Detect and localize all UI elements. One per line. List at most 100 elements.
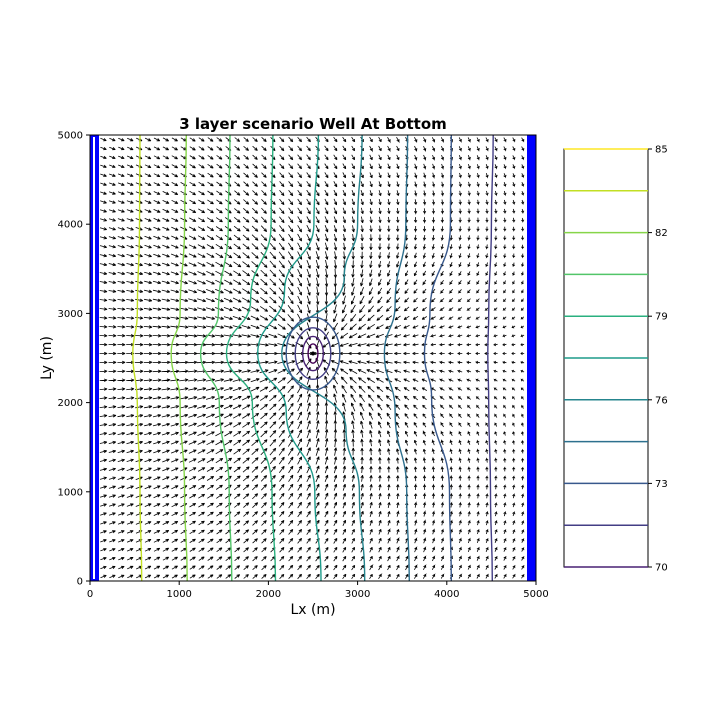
velocity-arrow <box>485 528 489 535</box>
velocity-arrow <box>144 244 152 249</box>
velocity-arrow <box>161 271 170 276</box>
velocity-arrow <box>512 475 516 481</box>
velocity-arrow <box>378 145 382 152</box>
velocity-arrow <box>333 172 338 179</box>
velocity-arrow <box>171 199 179 204</box>
velocity-arrow <box>306 304 311 314</box>
velocity-arrow <box>449 244 453 250</box>
velocity-arrow <box>438 369 445 373</box>
velocity-arrow <box>126 449 134 454</box>
velocity-arrow <box>485 564 489 570</box>
contour-line <box>423 134 452 582</box>
velocity-arrow <box>297 393 303 403</box>
velocity-arrow <box>458 555 463 561</box>
velocity-arrow <box>387 172 391 178</box>
velocity-arrow <box>387 502 391 508</box>
velocity-arrow <box>422 404 427 410</box>
velocity-arrow <box>188 289 198 294</box>
velocity-arrow <box>152 431 161 436</box>
velocity-arrow <box>360 520 364 526</box>
contour-line <box>281 134 366 582</box>
velocity-arrow <box>422 234 427 242</box>
velocity-arrow <box>342 233 346 242</box>
velocity-arrow <box>369 457 373 464</box>
velocity-arrow <box>99 351 108 356</box>
velocity-arrow <box>179 369 189 373</box>
velocity-arrow <box>250 334 260 338</box>
velocity-arrow <box>135 387 144 391</box>
velocity-arrow <box>171 173 179 178</box>
velocity-arrow <box>108 262 117 267</box>
velocity-arrow <box>126 387 135 391</box>
velocity-arrow <box>422 396 427 401</box>
velocity-arrow <box>241 343 251 347</box>
velocity-arrow <box>306 501 311 509</box>
velocity-arrow <box>143 343 153 347</box>
velocity-arrow <box>179 396 189 400</box>
velocity-arrow <box>431 137 436 144</box>
velocity-arrow <box>315 564 320 571</box>
velocity-arrow <box>485 510 489 517</box>
velocity-arrow <box>512 502 516 508</box>
velocity-arrow <box>431 190 436 197</box>
velocity-arrow <box>385 306 392 312</box>
velocity-arrow <box>109 182 116 186</box>
velocity-arrow <box>357 369 367 374</box>
velocity-arrow <box>143 316 153 320</box>
velocity-arrow <box>288 172 294 179</box>
velocity-arrow <box>387 145 391 153</box>
velocity-arrow <box>170 440 179 445</box>
velocity-arrow <box>376 394 383 402</box>
velocity-arrow <box>261 493 267 500</box>
velocity-arrow <box>306 429 311 439</box>
velocity-arrow <box>171 512 179 517</box>
velocity-arrow <box>502 289 507 294</box>
velocity-arrow <box>485 439 489 445</box>
velocity-arrow <box>197 325 207 329</box>
velocity-arrow <box>456 360 463 364</box>
velocity-arrow <box>387 181 391 187</box>
velocity-arrow <box>269 278 277 286</box>
velocity-arrow <box>521 404 524 409</box>
velocity-arrow <box>405 564 409 571</box>
velocity-arrow <box>360 411 364 421</box>
velocity-arrow <box>297 474 302 483</box>
velocity-arrow <box>431 510 436 517</box>
velocity-arrow <box>170 262 179 267</box>
velocity-arrow <box>233 243 241 250</box>
velocity-arrow <box>512 448 516 454</box>
velocity-arrow <box>189 155 196 160</box>
velocity-arrow <box>414 190 418 198</box>
velocity-arrow <box>109 137 116 142</box>
velocity-arrow <box>404 288 409 294</box>
velocity-arrow <box>512 546 516 552</box>
velocity-arrow <box>188 235 197 240</box>
velocity-arrow <box>233 413 242 419</box>
velocity-arrow <box>378 484 382 491</box>
velocity-arrow <box>252 172 258 178</box>
velocity-arrow <box>467 510 471 517</box>
velocity-arrow <box>476 253 480 259</box>
velocity-arrow <box>261 547 267 553</box>
velocity-arrow <box>512 271 516 276</box>
velocity-arrow <box>503 208 507 215</box>
velocity-arrow <box>144 440 152 445</box>
velocity-arrow <box>288 501 294 509</box>
velocity-arrow <box>198 502 205 508</box>
velocity-arrow <box>448 298 454 303</box>
velocity-arrow <box>297 304 303 314</box>
velocity-arrow <box>493 378 498 382</box>
velocity-arrow <box>449 465 453 472</box>
velocity-arrow <box>448 307 454 311</box>
velocity-arrow <box>521 217 525 223</box>
velocity-arrow <box>216 181 223 187</box>
velocity-arrow <box>207 155 214 160</box>
velocity-arrow <box>241 395 251 401</box>
velocity-arrow <box>260 403 268 411</box>
velocity-arrow <box>475 298 480 302</box>
velocity-arrow <box>503 555 507 561</box>
velocity-arrow <box>252 163 258 169</box>
velocity-arrow <box>306 268 311 278</box>
velocity-arrow <box>233 466 241 473</box>
velocity-arrow <box>396 484 400 491</box>
